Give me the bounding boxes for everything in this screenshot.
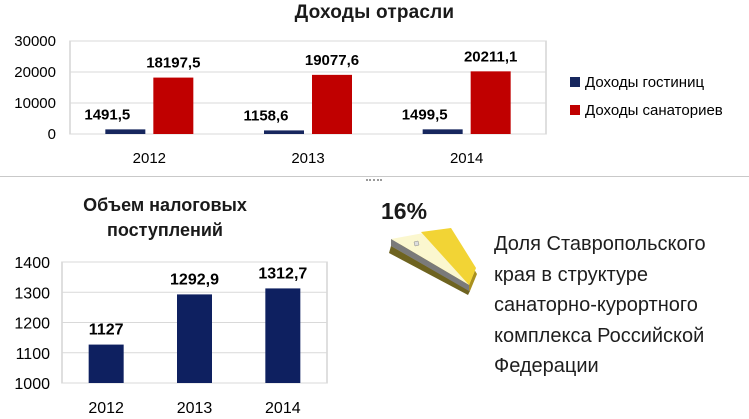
data-label: 1499,5 — [402, 106, 448, 123]
legend-swatch — [570, 77, 580, 87]
bar — [153, 77, 194, 134]
share-percent: 16% — [381, 198, 428, 224]
legend-swatch — [570, 105, 580, 115]
data-label: 1312,7 — [258, 265, 307, 282]
y-tick-label: 30000 — [14, 33, 56, 50]
y-tick-label: 20000 — [14, 64, 56, 81]
data-label: 1127 — [89, 322, 124, 339]
resize-handle[interactable] — [366, 179, 382, 184]
top-chart-panel: Доходы отрасли 0 10000 20000 30000 2012 1491,… — [0, 0, 749, 177]
bar — [470, 71, 511, 134]
bar — [177, 294, 212, 383]
y-tick-label: 1300 — [14, 285, 50, 302]
bar — [105, 129, 146, 134]
y-tick-label: 1100 — [16, 346, 51, 363]
x-tick-label: 2014 — [265, 400, 301, 417]
bar — [264, 130, 304, 134]
x-tick-label: 2012 — [88, 400, 124, 417]
legend-label: Доходы гостиниц — [585, 74, 704, 91]
y-tick-label: 0 — [48, 126, 56, 143]
bar — [265, 288, 301, 383]
share-description: Доля Ставропольского края в структуре са… — [494, 233, 706, 377]
pie-slice-icon — [389, 228, 477, 295]
y-tick-label: 1200 — [14, 316, 50, 333]
x-tick-label: 2012 — [133, 150, 166, 167]
data-label: 20211,1 — [464, 48, 517, 65]
x-tick-label: 2014 — [450, 150, 483, 167]
bar — [312, 74, 352, 134]
bar — [88, 344, 124, 383]
data-label: 1491,5 — [84, 106, 130, 123]
y-tick-label: 1000 — [14, 376, 50, 393]
chart-title-tax-revenue: Объем налоговых поступлений — [83, 195, 247, 240]
data-label: 19077,6 — [305, 52, 359, 69]
chart-title-industry-income: Доходы отрасли — [294, 2, 455, 23]
legend-label: Доходы санаториев — [585, 102, 723, 119]
tax-revenue-chart: 1000 1100 1200 1300 1400 1127 2012 1292,9 2013 13… — [14, 255, 328, 417]
x-tick-label: 2013 — [177, 400, 213, 417]
data-label: 18197,5 — [146, 55, 200, 72]
x-tick-label: 2013 — [291, 150, 324, 167]
data-label: 1292,9 — [170, 271, 219, 288]
data-label: 1158,6 — [243, 107, 288, 124]
industry-income-chart: 0 10000 20000 30000 2012 1491,5 18197,5 2013 115… — [14, 33, 723, 167]
bar — [422, 129, 463, 134]
y-tick-label: 10000 — [14, 95, 56, 112]
y-tick-label: 1400 — [14, 255, 50, 272]
